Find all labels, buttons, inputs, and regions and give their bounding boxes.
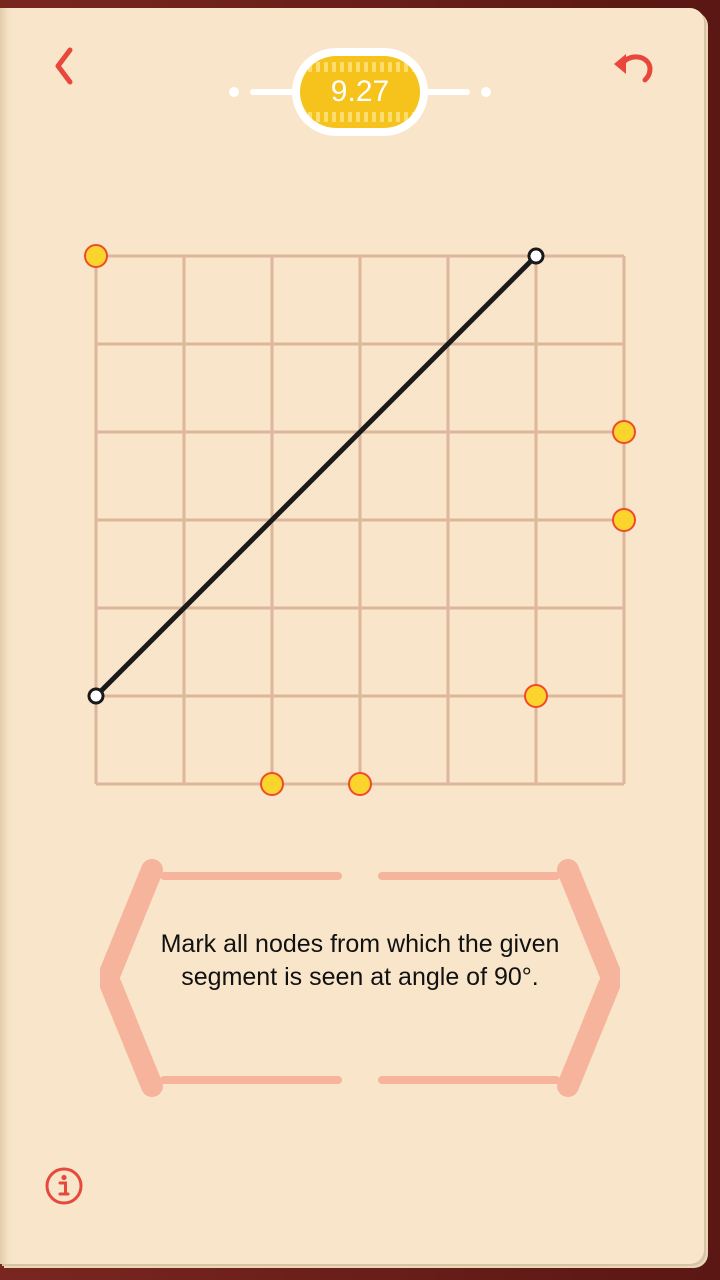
badge-pattern-top bbox=[300, 62, 420, 72]
marked-nodes[interactable] bbox=[84, 244, 636, 796]
progress-dot-right bbox=[481, 87, 491, 97]
marked-node[interactable] bbox=[84, 244, 108, 268]
info-icon bbox=[45, 1167, 83, 1205]
puzzle-board[interactable] bbox=[0, 0, 720, 840]
progress-dot-left bbox=[229, 87, 239, 97]
score-value: 9.27 bbox=[322, 72, 398, 112]
badge-pattern-bottom bbox=[300, 112, 420, 122]
page-spine bbox=[0, 8, 12, 1264]
segment-endpoint-end bbox=[527, 247, 545, 265]
hint-banner bbox=[100, 859, 620, 1097]
progress-line-right bbox=[420, 89, 470, 95]
chevron-left-icon bbox=[55, 47, 73, 85]
segment-endpoint-start bbox=[87, 687, 105, 705]
marked-node[interactable] bbox=[348, 772, 372, 796]
score-badge-inner: 9.27 bbox=[300, 56, 420, 128]
marked-node[interactable] bbox=[612, 508, 636, 532]
info-button[interactable] bbox=[44, 1166, 84, 1206]
marked-node[interactable] bbox=[612, 420, 636, 444]
given-segment bbox=[93, 253, 539, 699]
score-badge: 9.27 bbox=[292, 48, 428, 136]
undo-button[interactable] bbox=[610, 44, 658, 88]
marked-node[interactable] bbox=[524, 684, 548, 708]
undo-arrow-icon bbox=[614, 54, 653, 83]
grid bbox=[94, 254, 626, 786]
hint-text: Mark all nodes from which the given segm… bbox=[160, 930, 560, 991]
progress-line-left bbox=[250, 89, 300, 95]
marked-node[interactable] bbox=[260, 772, 284, 796]
back-button[interactable] bbox=[48, 44, 84, 88]
